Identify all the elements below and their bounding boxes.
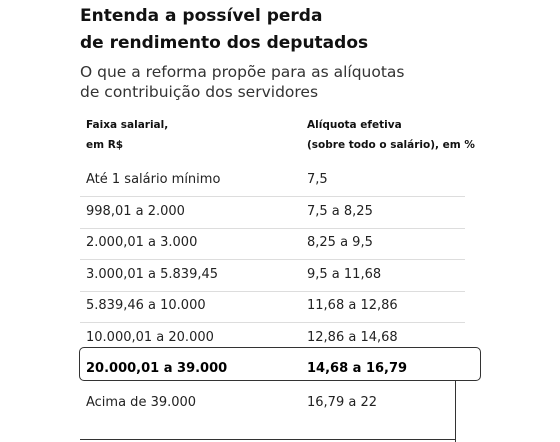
title-line: de rendimento dos deputados bbox=[80, 33, 369, 53]
row-separator bbox=[80, 227, 465, 229]
table-cell: 998,01 a 2.000 bbox=[86, 203, 185, 219]
table-cell: 11,68 a 12,86 bbox=[307, 298, 398, 313]
column-header: Faixa salarial, bbox=[86, 119, 169, 131]
table-cell: 5.839,46 a 10.000 bbox=[86, 298, 206, 313]
table-cell: 12,86 a 14,68 bbox=[307, 329, 398, 345]
table-cell: 3.000,01 a 5.839,45 bbox=[86, 266, 219, 282]
row-separator bbox=[80, 290, 465, 292]
table-cell: Acima de 39.000 bbox=[86, 394, 197, 410]
table-cell: 10.000,01 a 20.000 bbox=[86, 329, 214, 345]
subtitle-line: de contribuição dos servidores bbox=[80, 83, 319, 101]
table-cell: 16,79 a 22 bbox=[307, 394, 377, 410]
title-line: Entenda a possível perda bbox=[80, 6, 323, 26]
bracket-line bbox=[80, 439, 456, 440]
table-cell: 14,68 a 16,79 bbox=[307, 361, 408, 376]
column-header: Alíquota efetiva bbox=[307, 119, 402, 131]
table-cell: 2.000,01 a 3.000 bbox=[86, 235, 198, 250]
table-cell: Até 1 salário mínimo bbox=[86, 172, 221, 187]
subtitle-line: O que a reforma propõe para as alíquotas bbox=[80, 63, 405, 81]
table-cell: 8,25 a 9,5 bbox=[307, 235, 373, 250]
row-separator bbox=[80, 196, 465, 197]
bracket-line bbox=[455, 380, 456, 442]
table-cell: 20.000,01 a 39.000 bbox=[86, 361, 228, 376]
table-cell: 7,5 a 8,25 bbox=[307, 203, 373, 219]
table-cell: 7,5 bbox=[307, 172, 328, 187]
column-header: em R$ bbox=[86, 139, 124, 151]
table-cell: 9,5 a 11,68 bbox=[307, 266, 382, 282]
column-header: (sobre todo o salário), em % bbox=[307, 139, 475, 151]
row-separator bbox=[80, 259, 465, 260]
highlight-box bbox=[79, 347, 481, 381]
row-separator bbox=[80, 322, 465, 323]
